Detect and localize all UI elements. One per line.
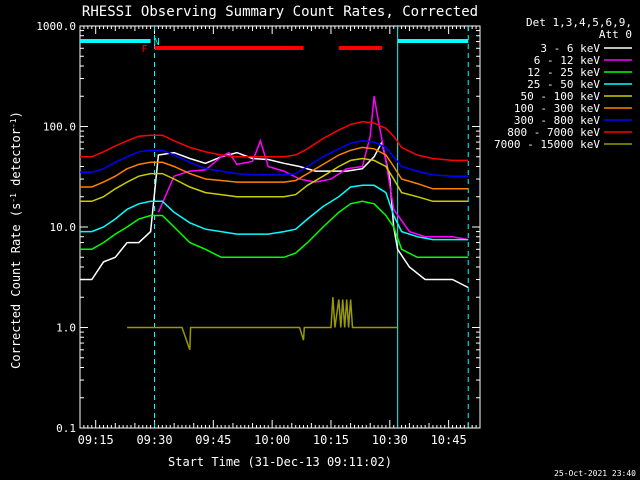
series-line-1 [80, 139, 469, 289]
timestamp: 25-Oct-2021 23:40 [554, 469, 636, 478]
legend-label: 12 - 25 keV [527, 66, 600, 79]
x-axis-label: Start Time (31-Dec-13 09:11:02) [168, 455, 392, 469]
chart-title: RHESSI Observing Summary Count Rates, Co… [82, 4, 478, 20]
x-tick-label: 09:45 [195, 433, 231, 447]
legend-label: 3 - 6 keV [540, 42, 600, 55]
flag-label: N [154, 37, 160, 48]
series-line-9 [127, 297, 398, 351]
legend-label: 100 - 300 keV [514, 102, 600, 115]
x-tick-label: 09:30 [136, 433, 172, 447]
flag-label: F [141, 44, 147, 55]
series-line-2 [157, 96, 469, 241]
series-line-6 [80, 146, 469, 190]
legend-header-2: Att 0 [599, 28, 632, 41]
legend-label: 25 - 50 keV [527, 78, 600, 91]
plot-frame [79, 25, 481, 429]
legend-label: 7000 - 15000 keV [494, 138, 600, 151]
series-line-7 [80, 140, 469, 177]
legend-header: Det 1,3,4,5,6,9, [526, 16, 632, 29]
x-tick-label: 10:15 [313, 433, 349, 447]
legend-label: 50 - 100 keV [521, 90, 601, 103]
x-tick-label: 10:00 [254, 433, 290, 447]
legend-label: 6 - 12 keV [534, 54, 601, 67]
y-axis-label: Corrected Count Rate (s-1 detector-1) [9, 111, 24, 369]
y-tick-label: 1.0 [56, 322, 76, 335]
y-tick-label: 0.1 [56, 422, 76, 435]
series-line-4 [80, 184, 469, 241]
series-line-8 [80, 120, 469, 162]
x-tick-label: 10:45 [431, 433, 467, 447]
x-tick-label: 09:15 [78, 433, 114, 447]
y-tick-label: 1000.0 [36, 20, 76, 33]
y-tick-label: 100.0 [43, 121, 76, 134]
legend-label: 300 - 800 keV [514, 114, 600, 127]
x-tick-label: 10:30 [372, 433, 408, 447]
series-line-5 [80, 157, 469, 203]
series-line-3 [80, 200, 469, 259]
y-tick-label: 10.0 [50, 221, 77, 234]
legend-label: 800 - 7000 keV [507, 126, 600, 139]
